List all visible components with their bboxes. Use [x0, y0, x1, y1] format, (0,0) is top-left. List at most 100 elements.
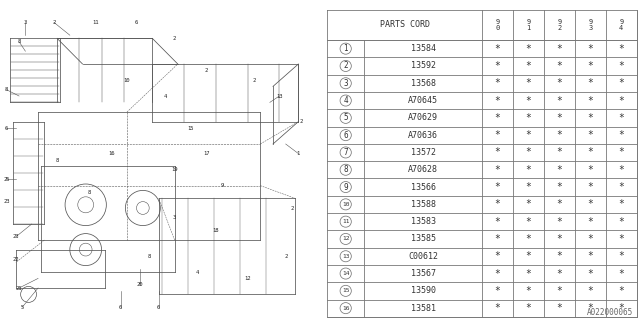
Text: *: *	[588, 268, 593, 278]
Text: 9
4: 9 4	[619, 19, 623, 31]
Text: 13: 13	[342, 254, 349, 259]
Text: *: *	[525, 165, 531, 175]
Text: *: *	[588, 96, 593, 106]
Text: 4: 4	[195, 269, 198, 275]
Text: *: *	[618, 44, 624, 54]
Text: 8: 8	[344, 165, 348, 174]
Text: *: *	[588, 44, 593, 54]
Text: *: *	[556, 148, 563, 157]
Text: *: *	[588, 78, 593, 88]
Text: *: *	[618, 199, 624, 209]
Text: *: *	[495, 199, 500, 209]
Text: *: *	[618, 217, 624, 227]
Text: *: *	[525, 286, 531, 296]
Text: *: *	[588, 113, 593, 123]
Text: A022000065: A022000065	[588, 308, 634, 317]
Text: 21: 21	[16, 285, 22, 291]
Text: 2: 2	[173, 36, 176, 41]
Text: 13592: 13592	[411, 61, 436, 70]
Text: *: *	[588, 251, 593, 261]
Text: *: *	[495, 165, 500, 175]
Text: *: *	[525, 113, 531, 123]
Text: *: *	[618, 96, 624, 106]
Text: 14: 14	[342, 271, 349, 276]
Text: 11: 11	[342, 219, 349, 224]
Text: 3: 3	[24, 20, 27, 25]
Text: 25: 25	[3, 177, 10, 182]
Text: 23: 23	[3, 199, 10, 204]
Text: *: *	[495, 217, 500, 227]
Text: A70629: A70629	[408, 113, 438, 122]
Text: 16: 16	[342, 306, 349, 311]
Text: *: *	[556, 303, 563, 313]
Text: 13590: 13590	[411, 286, 436, 295]
Text: *: *	[588, 130, 593, 140]
Text: C00612: C00612	[408, 252, 438, 261]
Text: *: *	[525, 217, 531, 227]
Text: *: *	[588, 61, 593, 71]
Text: *: *	[556, 165, 563, 175]
Text: *: *	[618, 268, 624, 278]
Text: *: *	[556, 234, 563, 244]
Text: *: *	[618, 234, 624, 244]
Text: *: *	[588, 199, 593, 209]
Text: 2: 2	[344, 61, 348, 70]
Text: 8: 8	[148, 253, 151, 259]
Text: 18: 18	[212, 228, 219, 233]
Text: 2: 2	[291, 205, 294, 211]
Text: 2: 2	[284, 253, 287, 259]
Text: 6: 6	[157, 305, 161, 310]
Text: 13567: 13567	[411, 269, 436, 278]
Text: 1: 1	[297, 151, 300, 156]
Text: *: *	[525, 251, 531, 261]
Text: 5: 5	[20, 305, 24, 310]
Text: 6: 6	[135, 20, 138, 25]
Text: 8: 8	[56, 157, 59, 163]
Text: *: *	[495, 130, 500, 140]
Text: *: *	[556, 78, 563, 88]
Text: 9
0: 9 0	[495, 19, 500, 31]
Text: *: *	[588, 303, 593, 313]
Text: *: *	[495, 251, 500, 261]
Text: *: *	[618, 130, 624, 140]
Text: 9: 9	[344, 182, 348, 192]
Text: *: *	[588, 148, 593, 157]
Text: *: *	[556, 182, 563, 192]
Text: 6: 6	[4, 125, 8, 131]
Text: 13588: 13588	[411, 200, 436, 209]
Text: *: *	[495, 44, 500, 54]
Text: 20: 20	[136, 282, 143, 287]
Text: *: *	[525, 199, 531, 209]
Text: 6: 6	[344, 131, 348, 140]
Text: *: *	[618, 286, 624, 296]
Text: 8: 8	[4, 87, 8, 92]
Text: *: *	[556, 61, 563, 71]
Text: *: *	[618, 165, 624, 175]
Text: 13566: 13566	[411, 182, 436, 192]
Text: *: *	[525, 268, 531, 278]
Text: 11: 11	[92, 20, 99, 25]
Text: 2: 2	[300, 119, 303, 124]
Text: *: *	[588, 234, 593, 244]
Text: *: *	[525, 61, 531, 71]
Text: 4: 4	[344, 96, 348, 105]
Text: 13585: 13585	[411, 235, 436, 244]
Text: 13572: 13572	[411, 148, 436, 157]
Text: *: *	[495, 234, 500, 244]
Text: 15: 15	[342, 288, 349, 293]
Text: 12: 12	[342, 236, 349, 242]
Text: PARTS CORD: PARTS CORD	[380, 20, 429, 29]
Text: 9
3: 9 3	[588, 19, 593, 31]
Text: *: *	[618, 78, 624, 88]
Text: *: *	[618, 61, 624, 71]
Text: *: *	[556, 130, 563, 140]
Text: *: *	[495, 96, 500, 106]
Text: 2: 2	[252, 77, 255, 83]
Text: *: *	[525, 303, 531, 313]
Text: A70636: A70636	[408, 131, 438, 140]
Text: 8: 8	[87, 189, 90, 195]
Text: *: *	[495, 303, 500, 313]
Text: 13583: 13583	[411, 217, 436, 226]
Text: 23: 23	[13, 234, 19, 239]
Text: *: *	[525, 234, 531, 244]
